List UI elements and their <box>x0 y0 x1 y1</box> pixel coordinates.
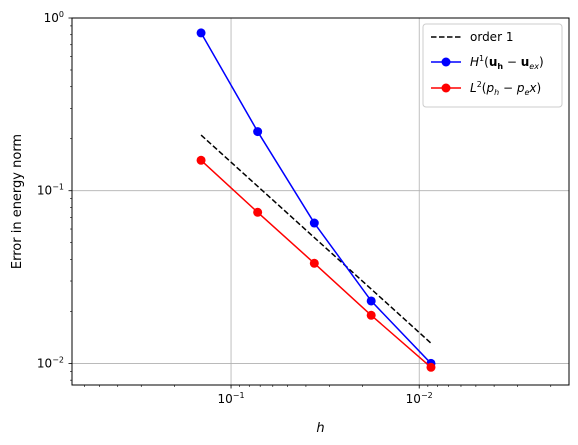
legend-order1-label: order 1 <box>470 30 513 44</box>
series-2-point-2 <box>309 258 319 268</box>
series-1-point-2 <box>309 218 319 228</box>
x-tick-label-0: 10−1 <box>217 391 244 406</box>
ticks: 10−1 10−2 100 10−1 10−2 <box>37 10 552 406</box>
y-tick-label-2: 10−2 <box>37 355 64 370</box>
series-1-point-3 <box>366 296 376 306</box>
y-tick-label-0: 100 <box>44 10 64 25</box>
series-1-point-0 <box>196 28 206 38</box>
series-1-point-1 <box>253 127 263 137</box>
axes-frame <box>71 17 570 386</box>
legend-l2-marker <box>441 83 451 93</box>
legend-h1-marker <box>441 57 451 67</box>
x-tick-label-1: 10−2 <box>406 391 433 406</box>
series-2-point-0 <box>196 155 206 165</box>
legend: order 1 H1(uh − uex) L2(ph − pex) <box>422 23 563 108</box>
x-axis-label: h <box>316 421 324 436</box>
series-0-line <box>200 134 432 344</box>
legend-h1-label: H1(uh − uex) <box>470 54 544 71</box>
y-axis-label: Error in energy norm <box>10 134 25 269</box>
series-2-point-4 <box>426 362 436 372</box>
series-2-point-1 <box>253 207 263 217</box>
legend-l2-label: L2(ph − pex) <box>470 80 541 97</box>
legend-box <box>422 23 563 108</box>
series-2-point-3 <box>366 310 376 320</box>
plot-series <box>196 28 436 372</box>
y-tick-label-1: 10−1 <box>37 183 64 198</box>
